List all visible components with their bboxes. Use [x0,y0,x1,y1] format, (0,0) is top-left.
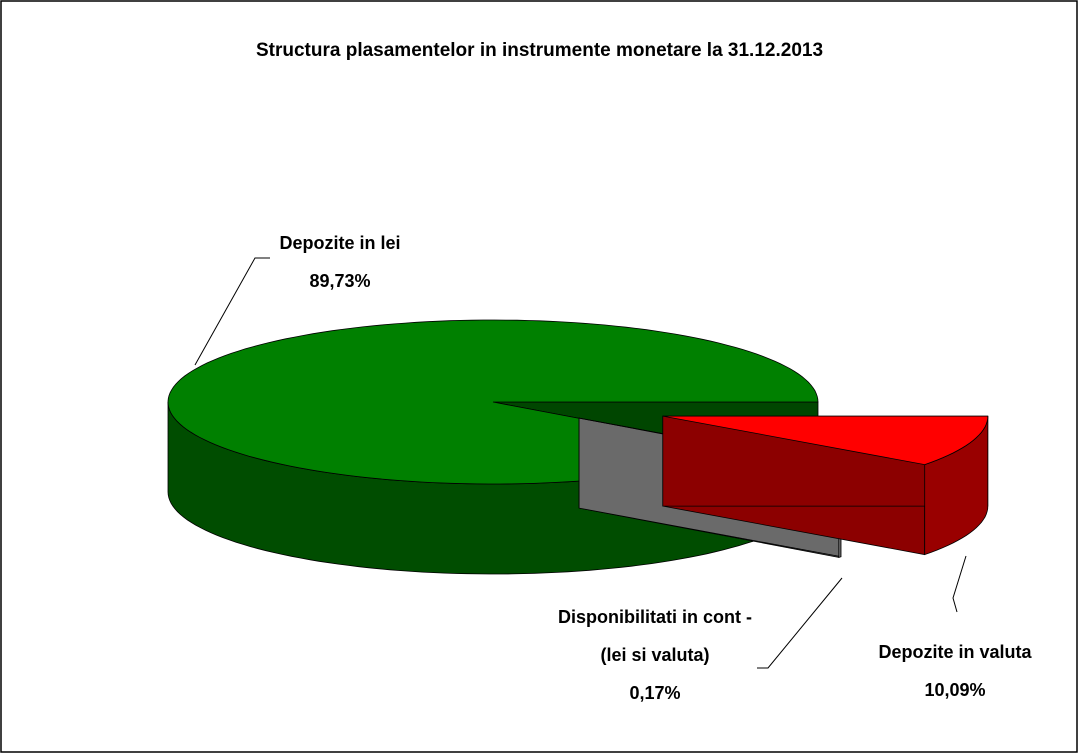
slice-name: Disponibilitati in cont - (lei si valuta… [558,607,752,665]
slice [662,415,989,466]
slice-name: Depozite in lei [279,233,401,253]
slice-name: Depozite in valuta [878,642,1032,662]
leader-line [757,577,843,669]
slice-label: Disponibilitati in cont - (lei si valuta… [555,598,755,712]
slice-label: Depozite in lei 89,73% [240,224,440,300]
slice-label: Depozite in valuta 10,09% [840,633,1070,709]
slice-value: 0,17% [629,683,681,703]
chart-title: Structura plasamentelor in instrumente m… [255,40,824,61]
slice-value: 89,73% [309,271,371,291]
leader-line [194,257,270,366]
pie [167,319,989,575]
leader-line [952,555,967,613]
slice-value: 10,09% [924,680,986,700]
